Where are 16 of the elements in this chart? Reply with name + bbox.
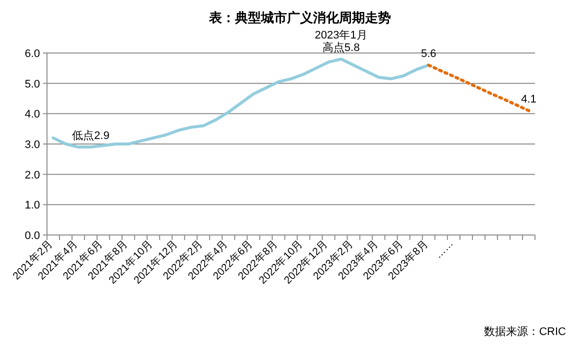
y-tick-label: 4.0 xyxy=(24,108,40,121)
y-tick-label: 1.0 xyxy=(24,200,40,212)
y-tick-label: 2.0 xyxy=(24,169,40,182)
source-note: 数据来源：CRIC xyxy=(484,325,566,338)
text: 2023年1月 xyxy=(314,29,368,42)
y-tick-label: 0.0 xyxy=(24,230,40,242)
y-tick-label: 5.0 xyxy=(24,78,40,90)
x-tick-label: …… xyxy=(432,238,456,261)
y-tick-label: 6.0 xyxy=(24,48,40,60)
y-tick-label: 3.0 xyxy=(24,139,40,151)
text: 高点5.8 xyxy=(322,42,360,54)
line-series xyxy=(52,58,430,149)
data-label: 5.6 xyxy=(420,48,436,60)
data-label: 低点2.9 xyxy=(72,129,110,142)
data-label: 4.1 xyxy=(521,94,536,106)
chart-title: 表：典型城市广义消化周期走势 xyxy=(208,10,391,25)
